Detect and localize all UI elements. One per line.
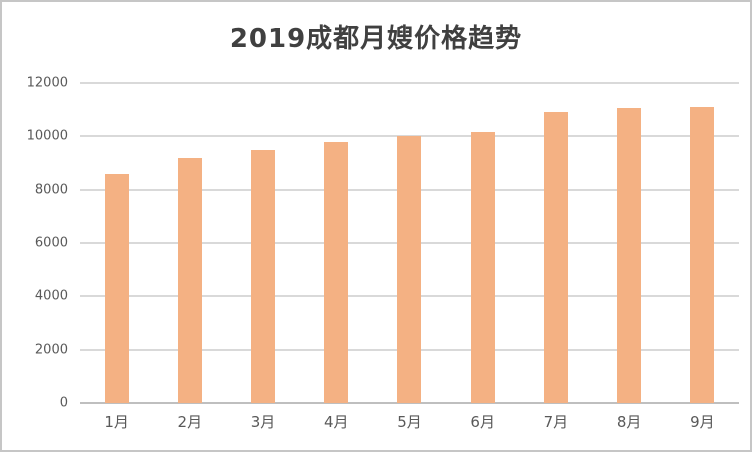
x-tick-label: 4月 bbox=[323, 413, 349, 431]
bar bbox=[543, 112, 568, 403]
bar-slot bbox=[300, 83, 373, 403]
bar bbox=[617, 108, 642, 403]
y-tick-label: 8000 bbox=[34, 182, 68, 198]
plot-area bbox=[80, 82, 739, 404]
bar-slot bbox=[153, 83, 226, 403]
x-tick-label: 5月 bbox=[397, 413, 422, 431]
x-tick-label: 6月 bbox=[470, 413, 495, 431]
gridline bbox=[80, 82, 739, 84]
x-tick-label: 9月 bbox=[690, 413, 715, 431]
x-tick-label: 1月 bbox=[104, 413, 129, 431]
y-axis-labels: 12000 10000 8000 6000 4000 2000 0 bbox=[2, 76, 68, 411]
x-tick-label: 8月 bbox=[616, 413, 642, 431]
y-tick-label: 4000 bbox=[34, 288, 68, 304]
bar-slot bbox=[666, 83, 739, 403]
y-tick-label: 12000 bbox=[26, 75, 68, 91]
bar bbox=[177, 157, 202, 403]
x-axis-labels: 1月 2月 3月 4月 5月 6月 7月 8月 9月 bbox=[80, 411, 739, 432]
y-tick-label: 10000 bbox=[26, 128, 68, 144]
bar-slot bbox=[446, 83, 519, 403]
y-tick-label: 2000 bbox=[34, 342, 68, 358]
x-axis-line bbox=[80, 402, 739, 404]
bar bbox=[690, 107, 715, 403]
bar-slot bbox=[593, 83, 666, 403]
bar-slot bbox=[80, 83, 153, 403]
bar bbox=[397, 136, 422, 403]
bar bbox=[470, 132, 495, 403]
y-tick-label: 6000 bbox=[34, 235, 68, 251]
bar bbox=[104, 173, 129, 403]
bar-slot bbox=[519, 83, 592, 403]
bar bbox=[324, 141, 349, 403]
y-tick-label: 0 bbox=[59, 395, 68, 411]
x-tick-label: 3月 bbox=[250, 413, 276, 431]
chart-title: 2019成都月嫂价格趋势 bbox=[229, 24, 523, 54]
gridline bbox=[80, 135, 739, 138]
bar-slot bbox=[373, 83, 446, 403]
bar-series bbox=[80, 83, 739, 403]
x-tick-label: 7月 bbox=[543, 413, 569, 431]
bar bbox=[251, 149, 276, 403]
bar-slot bbox=[226, 83, 299, 403]
x-tick-label: 2月 bbox=[177, 413, 203, 431]
